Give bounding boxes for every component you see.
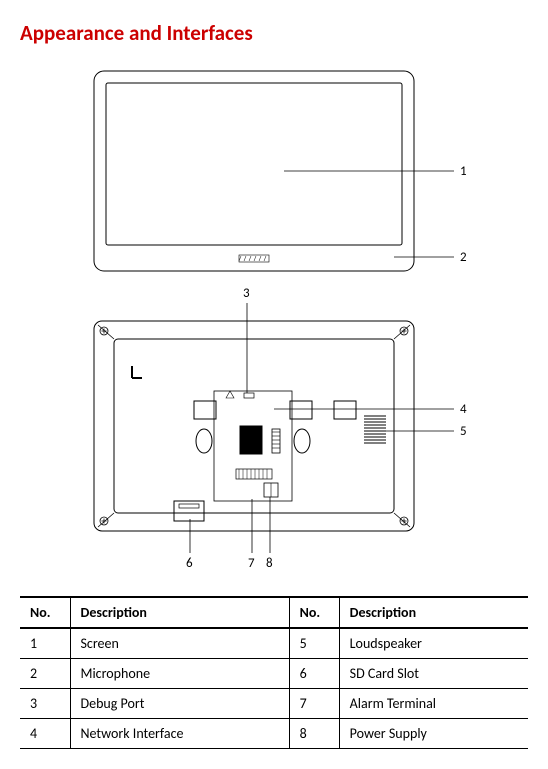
svg-text:2: 2: [460, 250, 467, 265]
table-cell: 1: [20, 628, 70, 659]
svg-text:3: 3: [243, 286, 250, 301]
svg-text:7: 7: [248, 556, 255, 571]
svg-text:6: 6: [186, 556, 193, 571]
svg-text:8: 8: [266, 556, 273, 571]
th-no-1: No.: [20, 597, 70, 628]
table-cell: 4: [20, 719, 70, 749]
table-cell: Alarm Terminal: [339, 689, 528, 719]
table-cell: 5: [289, 628, 339, 659]
table-row: 2Microphone6SD Card Slot: [20, 659, 528, 689]
table-header-row: No. Description No. Description: [20, 597, 528, 628]
device-diagram: 1 2 3 4 5 6 78: [44, 61, 504, 581]
table-cell: 3: [20, 689, 70, 719]
th-desc-2: Description: [339, 597, 528, 628]
svg-text:4: 4: [460, 402, 467, 417]
svg-text:5: 5: [460, 424, 467, 439]
table-cell: 7: [289, 689, 339, 719]
table-row: 3Debug Port7Alarm Terminal: [20, 689, 528, 719]
table-cell: Debug Port: [70, 689, 289, 719]
table-cell: Power Supply: [339, 719, 528, 749]
th-no-2: No.: [289, 597, 339, 628]
parts-table: No. Description No. Description 1Screen5…: [20, 596, 528, 749]
diagram-container: 1 2 3 4 5 6 78: [20, 61, 528, 581]
svg-text:1: 1: [460, 164, 467, 179]
th-desc-1: Description: [70, 597, 289, 628]
table-cell: SD Card Slot: [339, 659, 528, 689]
table-cell: Screen: [70, 628, 289, 659]
table-cell: 8: [289, 719, 339, 749]
table-row: 4Network Interface8Power Supply: [20, 719, 528, 749]
table-cell: Loudspeaker: [339, 628, 528, 659]
table-cell: 2: [20, 659, 70, 689]
table-row: 1Screen5Loudspeaker: [20, 628, 528, 659]
page-title: Appearance and Interfaces: [20, 20, 528, 46]
table-cell: 6: [289, 659, 339, 689]
table-cell: Microphone: [70, 659, 289, 689]
table-cell: Network Interface: [70, 719, 289, 749]
